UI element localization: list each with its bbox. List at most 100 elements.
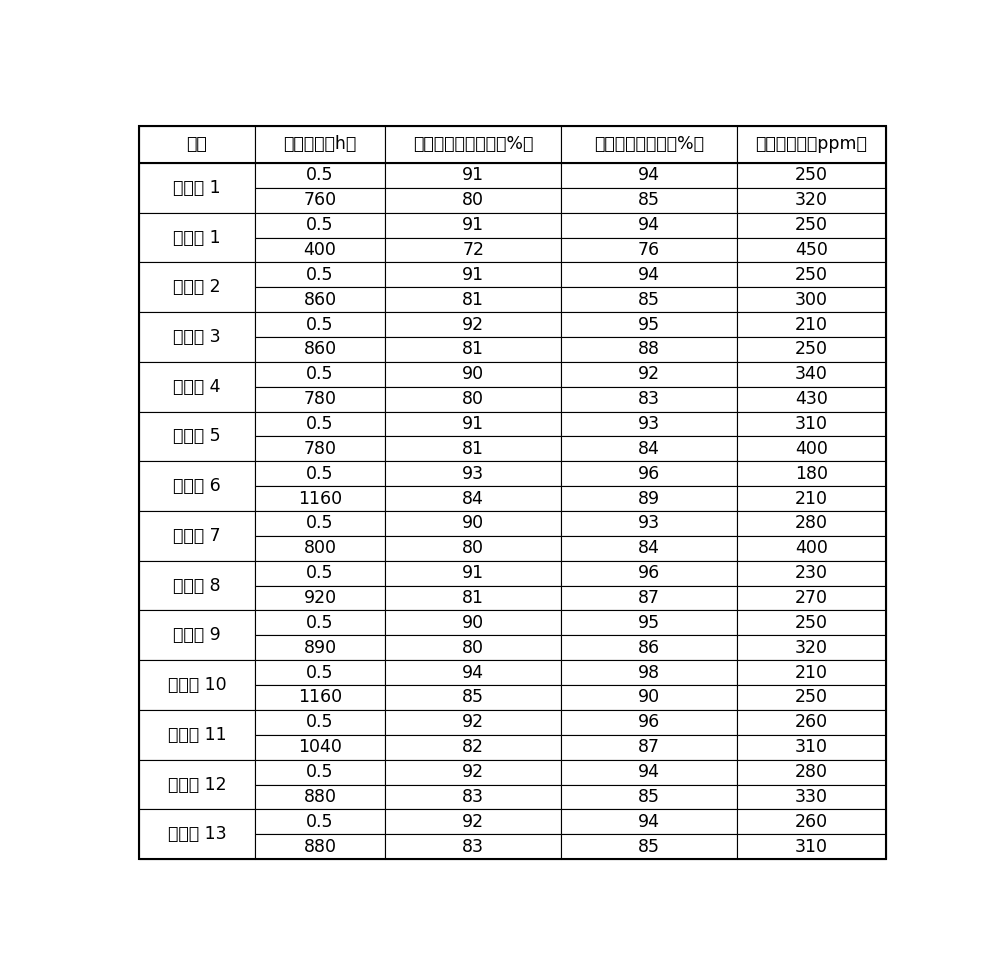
Bar	[561, 337, 737, 362]
Text: 92: 92	[462, 813, 484, 831]
Bar	[139, 610, 255, 660]
Text: 85: 85	[638, 838, 660, 855]
Text: 实施例 8: 实施例 8	[173, 576, 221, 595]
Bar	[737, 312, 886, 337]
Text: 260: 260	[795, 713, 828, 731]
Bar	[561, 462, 737, 486]
Text: 0.5: 0.5	[306, 216, 334, 234]
Text: 丙酮选择性（ppm）: 丙酮选择性（ppm）	[755, 135, 867, 154]
Text: 实施例 6: 实施例 6	[173, 477, 221, 495]
Text: 92: 92	[462, 316, 484, 333]
Text: 85: 85	[462, 688, 484, 707]
Text: 80: 80	[462, 639, 484, 657]
Text: 90: 90	[462, 514, 484, 533]
Bar	[385, 436, 561, 462]
Bar	[737, 585, 886, 610]
Text: 250: 250	[795, 340, 828, 359]
Text: 430: 430	[795, 390, 828, 408]
Text: 92: 92	[462, 713, 484, 731]
Text: 实施例 13: 实施例 13	[168, 825, 226, 844]
Text: 260: 260	[795, 813, 828, 831]
Text: 250: 250	[795, 688, 828, 707]
Text: 250: 250	[795, 265, 828, 284]
Text: 880: 880	[304, 838, 337, 855]
Bar	[255, 610, 385, 636]
Text: 760: 760	[304, 191, 337, 209]
Bar	[737, 288, 886, 312]
Bar	[561, 784, 737, 810]
Text: 83: 83	[638, 390, 660, 408]
Text: 实施例 5: 实施例 5	[173, 428, 221, 445]
Text: 250: 250	[795, 216, 828, 234]
Text: 82: 82	[462, 738, 484, 756]
Bar	[737, 784, 886, 810]
Text: 80: 80	[462, 390, 484, 408]
Bar	[385, 585, 561, 610]
Bar	[385, 163, 561, 188]
Text: 86: 86	[638, 639, 660, 657]
Text: 94: 94	[638, 763, 660, 781]
Text: 实施例 9: 实施例 9	[173, 626, 221, 644]
Bar	[255, 784, 385, 810]
Bar	[561, 362, 737, 387]
Text: 80: 80	[462, 191, 484, 209]
Bar	[255, 486, 385, 511]
Bar	[561, 760, 737, 784]
Text: 氧化剂有效利用率（%）: 氧化剂有效利用率（%）	[413, 135, 533, 154]
Bar	[385, 362, 561, 387]
Bar	[561, 387, 737, 411]
Bar	[385, 213, 561, 237]
Text: 270: 270	[795, 589, 828, 608]
Text: 91: 91	[462, 166, 484, 185]
Text: 81: 81	[462, 440, 484, 458]
Text: 0.5: 0.5	[306, 564, 334, 582]
Text: 1160: 1160	[298, 688, 342, 707]
Bar	[385, 710, 561, 735]
Text: 300: 300	[795, 291, 828, 309]
Text: 94: 94	[638, 265, 660, 284]
Bar	[385, 735, 561, 760]
Bar	[139, 312, 255, 362]
Text: 400: 400	[795, 440, 828, 458]
Text: 92: 92	[638, 365, 660, 383]
Bar	[737, 660, 886, 685]
Bar	[255, 810, 385, 834]
Bar	[561, 411, 737, 436]
Text: 1040: 1040	[298, 738, 342, 756]
Text: 93: 93	[462, 465, 484, 483]
Bar	[737, 834, 886, 859]
Bar	[561, 262, 737, 288]
Bar	[385, 511, 561, 536]
Bar	[139, 125, 255, 163]
Bar	[737, 163, 886, 188]
Text: 280: 280	[795, 763, 828, 781]
Bar	[255, 585, 385, 610]
Bar	[385, 262, 561, 288]
Text: 87: 87	[638, 738, 660, 756]
Bar	[561, 636, 737, 660]
Text: 230: 230	[795, 564, 828, 582]
Bar	[737, 411, 886, 436]
Bar	[385, 834, 561, 859]
Bar	[561, 735, 737, 760]
Text: 83: 83	[462, 788, 484, 806]
Bar	[737, 387, 886, 411]
Bar	[737, 213, 886, 237]
Bar	[737, 536, 886, 561]
Text: 96: 96	[638, 713, 660, 731]
Text: 210: 210	[795, 490, 828, 507]
Text: 85: 85	[638, 291, 660, 309]
Text: 280: 280	[795, 514, 828, 533]
Bar	[385, 636, 561, 660]
Bar	[255, 436, 385, 462]
Text: 91: 91	[462, 415, 484, 433]
Text: 84: 84	[638, 539, 660, 557]
Bar	[737, 710, 886, 735]
Bar	[255, 511, 385, 536]
Text: 310: 310	[795, 415, 828, 433]
Bar	[561, 536, 737, 561]
Text: 330: 330	[795, 788, 828, 806]
Bar	[561, 163, 737, 188]
Text: 91: 91	[462, 564, 484, 582]
Text: 实施例 1: 实施例 1	[173, 179, 221, 196]
